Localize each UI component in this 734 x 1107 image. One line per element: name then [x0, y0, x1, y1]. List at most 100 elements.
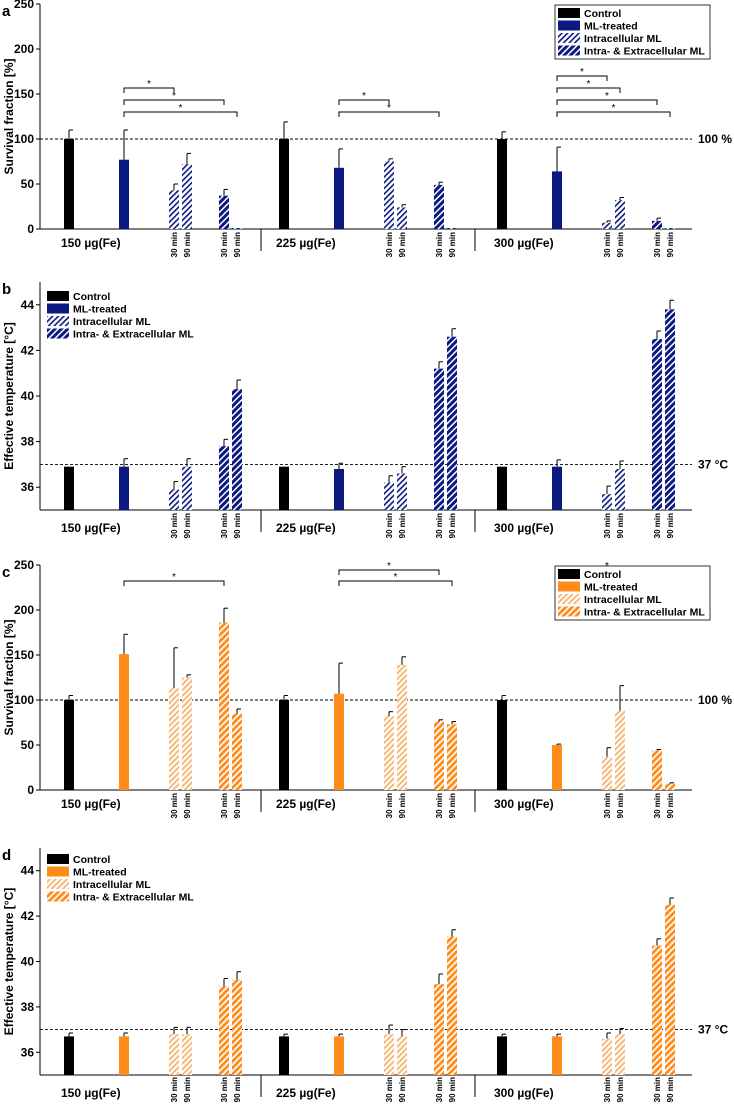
legend-swatch	[47, 328, 69, 339]
significance-star: *	[605, 91, 609, 102]
bar-ml-treated	[552, 1036, 562, 1075]
group-label: 300 µg(Fe)	[494, 797, 554, 811]
bar-intra-extracellular-30min	[219, 195, 229, 229]
bar-intracellular-90min	[397, 1036, 407, 1075]
bar-ml-treated	[552, 171, 562, 229]
time-label: 90 min	[398, 793, 407, 818]
time-label: 90 min	[183, 232, 192, 257]
time-label: 30 min	[385, 513, 394, 538]
reference-label: 37 °C	[698, 457, 728, 471]
bar-intra-extracellular-30min	[219, 622, 229, 790]
legend-label: ML-treated	[73, 867, 127, 879]
legend-label: Intra- & Extracellular ML	[584, 46, 705, 58]
legend-swatch	[558, 33, 580, 43]
significance-star: *	[394, 572, 398, 583]
bar-intracellular-90min	[615, 1034, 625, 1075]
significance-bracket	[556, 111, 671, 117]
panel-a: a 0 50 100 150 200 250 Survival fraction [%] 100…	[2, 0, 732, 257]
bar-intra-extracellular-90min	[447, 336, 457, 510]
legend-label: Control	[584, 569, 621, 581]
bar-intra-extracellular-90min	[232, 228, 242, 229]
time-label: 30 min	[603, 513, 612, 538]
bar-intra-extracellular-30min	[652, 750, 662, 790]
reference-label: 100 %	[698, 693, 732, 707]
significance-star: *	[580, 67, 584, 78]
y-tick-label: 42	[21, 909, 35, 923]
bar-intra-extracellular-30min	[652, 945, 662, 1075]
time-label: 30 min	[435, 1077, 444, 1102]
bar-intra-extracellular-30min	[434, 721, 444, 790]
bar-intracellular-90min	[182, 677, 192, 790]
time-label: 30 min	[170, 513, 179, 538]
bar-control	[497, 139, 507, 229]
time-label: 90 min	[233, 1077, 242, 1102]
bar-intra-extracellular-30min	[434, 984, 444, 1075]
legend-label: Intracellular ML	[73, 879, 151, 891]
group-label: 300 µg(Fe)	[494, 1086, 554, 1100]
y-tick-label: 100	[14, 132, 34, 146]
legend-label: Intra- & Extracellular ML	[73, 329, 194, 341]
bar-intracellular-30min	[602, 756, 612, 790]
bar-intra-extracellular-30min	[434, 184, 444, 229]
bar-ml-treated	[119, 159, 129, 229]
time-label: 90 min	[183, 513, 192, 538]
legend-swatch	[558, 8, 580, 18]
y-tick-label: 44	[21, 298, 35, 312]
group-label: 225 µg(Fe)	[276, 236, 336, 250]
significance-bracket	[123, 580, 225, 586]
legend-box	[554, 565, 711, 621]
group-label: 300 µg(Fe)	[494, 236, 554, 250]
bar-intra-extracellular-90min	[665, 904, 675, 1075]
significance-bracket	[556, 99, 658, 105]
group-label: 150 µg(Fe)	[61, 521, 121, 535]
group-label: 225 µg(Fe)	[276, 797, 336, 811]
time-label: 90 min	[233, 232, 242, 257]
significance-bracket	[338, 111, 440, 117]
bar-control	[497, 466, 507, 510]
bar-intracellular-30min	[384, 161, 394, 229]
y-tick-label: 200	[14, 42, 34, 56]
bar-ml-treated	[119, 654, 129, 790]
bar-control	[64, 139, 74, 229]
reference-label: 100 %	[698, 132, 732, 146]
time-label: 30 min	[653, 232, 662, 257]
time-label: 90 min	[448, 513, 457, 538]
time-label: 30 min	[435, 793, 444, 818]
panel-b: b 36 38 40 42 44 Effective temperature [°C] 37 …	[2, 281, 728, 538]
time-label: 30 min	[653, 793, 662, 818]
bar-intracellular-30min	[169, 190, 179, 229]
time-label: 90 min	[448, 232, 457, 257]
bar-intra-extracellular-90min	[447, 228, 457, 229]
significance-bracket	[338, 569, 440, 575]
time-label: 30 min	[385, 1077, 394, 1102]
time-label: 30 min	[385, 793, 394, 818]
bar-intra-extracellular-90min	[232, 713, 242, 790]
panel-d: d 36 38 40 42 44 Effective temperature [°C] 37 …	[2, 847, 728, 1102]
y-tick-label: 36	[21, 1045, 35, 1059]
legend-swatch	[47, 316, 69, 326]
significance-bracket	[338, 580, 453, 586]
time-label: 30 min	[435, 232, 444, 257]
bar-ml-treated	[552, 745, 562, 790]
time-label: 90 min	[398, 1077, 407, 1102]
bar-intracellular-30min	[602, 222, 612, 229]
group-label: 300 µg(Fe)	[494, 521, 554, 535]
legend-swatch	[558, 606, 580, 617]
legend-swatch	[47, 866, 69, 877]
time-label: 30 min	[435, 513, 444, 538]
significance-star: *	[362, 91, 366, 102]
y-tick-label: 40	[21, 389, 35, 403]
time-label: 90 min	[233, 793, 242, 818]
y-tick-label: 150	[14, 87, 34, 101]
y-tick-label: 0	[27, 222, 34, 236]
legend-label: ML-treated	[584, 582, 638, 594]
bar-intracellular-90min	[397, 473, 407, 510]
panel-letter-a: a	[2, 3, 11, 20]
bar-intra-extracellular-90min	[665, 783, 675, 790]
bar-ml-treated	[334, 468, 344, 510]
group-label: 225 µg(Fe)	[276, 521, 336, 535]
significance-star: *	[147, 79, 151, 90]
